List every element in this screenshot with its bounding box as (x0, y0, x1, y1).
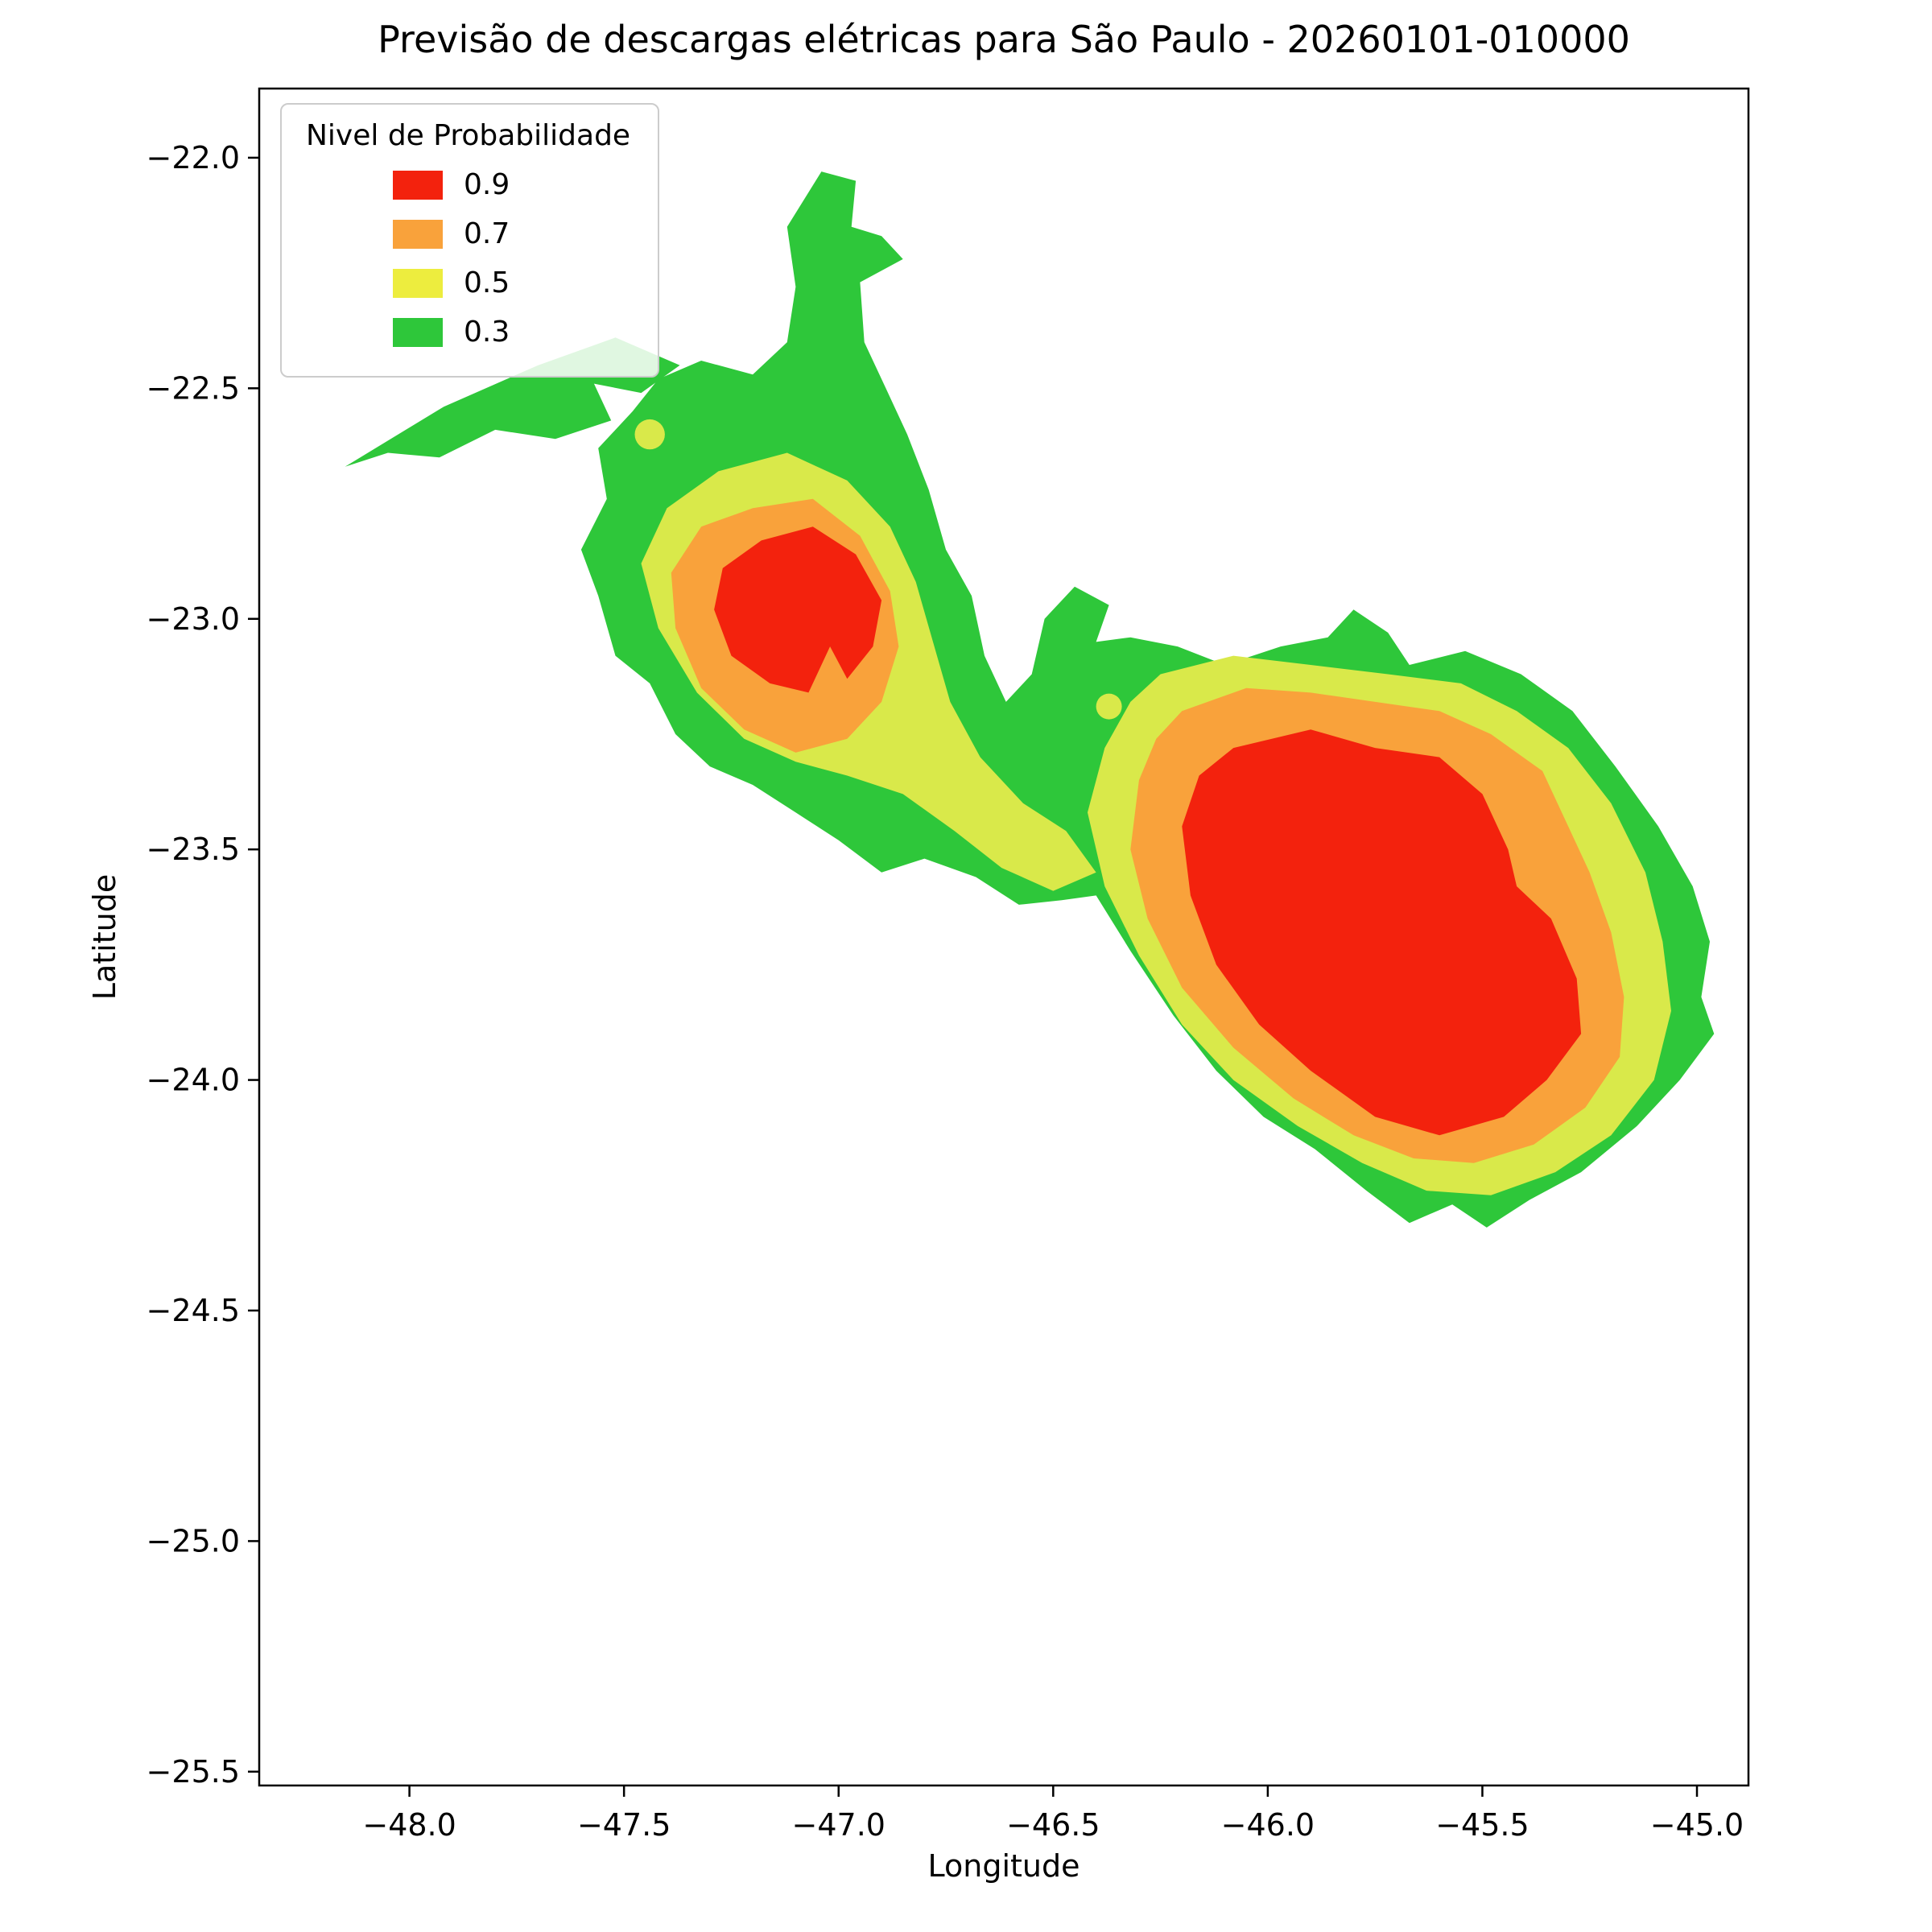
legend-entry: 0.3 (393, 316, 630, 349)
y-tick-label: −23.0 (147, 601, 240, 637)
x-tick-label: −48.0 (362, 1807, 456, 1843)
y-tick-label: −25.5 (147, 1754, 240, 1790)
legend-entry: 0.9 (393, 168, 630, 201)
legend-swatch (393, 268, 443, 298)
chart-title: Previsão de descargas elétricas para São… (378, 18, 1630, 61)
x-tick-label: −46.5 (1006, 1807, 1100, 1843)
legend-title: Nivel de Probabilidade (306, 119, 631, 152)
x-tick-label: −46.0 (1221, 1807, 1315, 1843)
x-tick-label: −47.5 (577, 1807, 671, 1843)
legend-swatch (393, 219, 443, 249)
contour-region-yellow-speck (1113, 770, 1139, 799)
contour-dot-0 (634, 419, 665, 450)
legend-swatch (393, 170, 443, 200)
contour-region-red-southeast-core (1182, 729, 1582, 1136)
legend-entries: 0.9 0.7 0.5 0.3 (304, 168, 630, 349)
contour-dot-1 (1096, 693, 1122, 720)
x-axis-label: Longitude (927, 1848, 1080, 1884)
legend-entry-label: 0.9 (464, 168, 510, 201)
y-tick-label: −23.5 (147, 832, 240, 867)
y-tick-label: −25.0 (147, 1523, 240, 1558)
y-tick-label: −22.5 (147, 370, 240, 406)
y-tick-label: −24.0 (147, 1063, 240, 1098)
y-tick-label: −24.5 (147, 1293, 240, 1328)
legend-swatch (393, 317, 443, 347)
x-tick-label: −45.5 (1435, 1807, 1529, 1843)
y-axis-label: Latitude (87, 873, 122, 1001)
contour-regions (345, 171, 1715, 1228)
axes-spine (258, 87, 1750, 1787)
legend-entry-label: 0.7 (464, 217, 510, 250)
legend-entry: 0.5 (393, 266, 630, 299)
legend-entry-label: 0.5 (464, 266, 510, 299)
legend: Nivel de Probabilidade 0.9 0.7 0.5 0.3 (280, 103, 660, 378)
x-tick-label: −47.0 (792, 1807, 886, 1843)
legend-entry-label: 0.3 (464, 316, 510, 349)
legend-entry: 0.7 (393, 217, 630, 250)
x-tick-label: −45.0 (1650, 1807, 1744, 1843)
y-tick-label: −22.0 (147, 140, 240, 175)
contour-region-red-northwest-core (714, 526, 882, 693)
